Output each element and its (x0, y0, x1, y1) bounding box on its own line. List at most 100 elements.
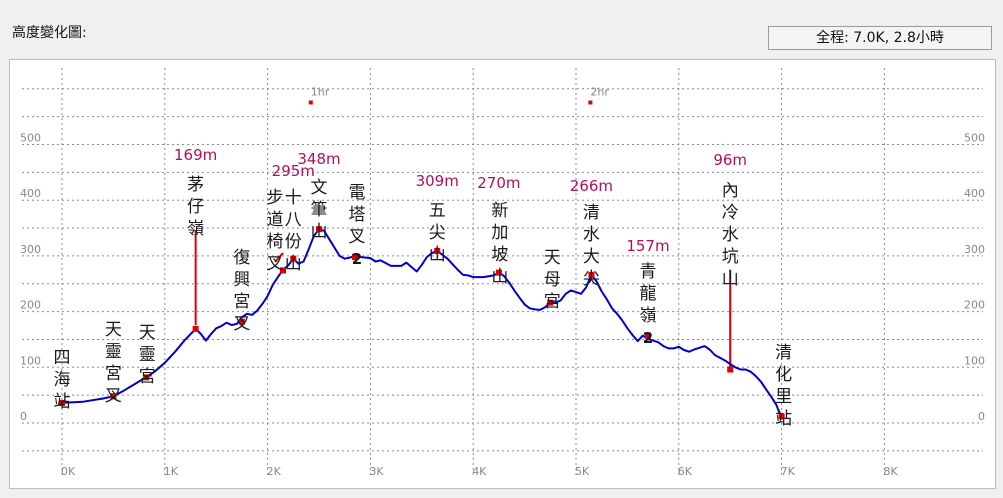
waypoint-name-char: 靈 (139, 345, 156, 365)
waypoint-marker[interactable] (351, 254, 358, 261)
waypoint-name-char: 復 (233, 248, 250, 268)
waypoint-elevation-label: 266m (570, 177, 613, 195)
y-tick-label-left: 400 (20, 187, 41, 200)
waypoint-marker[interactable] (192, 325, 199, 332)
waypoint-name-char: 嶺 (187, 219, 204, 239)
waypoint-elevation-label: 157m (626, 237, 669, 255)
waypoint-name-char: 山 (285, 254, 302, 274)
waypoint-name-char: 水 (722, 225, 739, 245)
waypoint-name-char: 十 (285, 188, 302, 208)
waypoint-marker[interactable] (644, 332, 651, 339)
x-tick-label: 1K (164, 465, 179, 478)
waypoint-name-char: 龍 (639, 284, 656, 304)
time-marker (308, 100, 313, 105)
waypoint-name-char: 電 (348, 183, 365, 203)
waypoint-name-char: 塔 (348, 205, 365, 225)
y-tick-label-left: 100 (20, 354, 41, 367)
chart-title: 高度變化圖: (12, 25, 87, 41)
waypoint-name-char: 叉 (267, 254, 284, 274)
waypoint-name-char: 新 (491, 201, 508, 221)
waypoint-name-char: 靈 (105, 342, 122, 362)
y-tick-label-right: 500 (964, 132, 985, 145)
waypoint-marker[interactable] (547, 299, 554, 306)
waypoint-marker[interactable] (238, 318, 245, 325)
waypoint-marker[interactable] (59, 399, 65, 406)
waypoint-name-char: 站 (775, 409, 792, 429)
waypoint-name-char: 叉 (233, 314, 250, 334)
waypoint-name-char: 嶺 (639, 306, 656, 326)
waypoint-name-char: 2 (352, 250, 362, 268)
waypoint-name-char: 步 (267, 188, 284, 208)
y-tick-label-left: 300 (20, 243, 41, 256)
waypoint-name-char: 海 (54, 370, 71, 390)
y-tick-label-right: 100 (964, 354, 985, 367)
waypoint-name-char: 文 (311, 178, 328, 198)
waypoint-name-char: 椅 (267, 232, 284, 252)
waypoint-name-char: 站 (54, 392, 71, 412)
waypoint-name-char: 筆 (311, 200, 328, 220)
waypoint-name-char: 天 (105, 320, 122, 340)
waypoint-elevation-label: 295m (272, 162, 315, 180)
waypoint-marker[interactable] (588, 271, 595, 278)
elevation-chart-panel: 0 0 100 100 200 200 300 300 400 400 500 500 0K 1K 2K 3K… (9, 59, 996, 489)
waypoint-name-char: 山 (491, 267, 508, 287)
x-tick-label: 5K (575, 465, 590, 478)
waypoint-name-char: 尖 (429, 223, 446, 243)
waypoint-name-char: 清 (583, 203, 600, 223)
waypoint-elevation-label: 96m (713, 151, 747, 169)
x-tick-label: 3K (369, 465, 384, 478)
waypoint-marker[interactable] (434, 247, 441, 254)
waypoint-name-char: 叉 (105, 386, 122, 406)
waypoint-name-char: 母 (544, 270, 561, 290)
waypoint-name-char: 天 (139, 323, 156, 343)
waypoint-name-char: 2 (643, 329, 653, 347)
waypoint-elevation-label: 348m (297, 150, 340, 168)
waypoint-marker[interactable] (316, 226, 322, 233)
waypoint-name-char: 加 (491, 223, 508, 243)
waypoint-name-char: 份 (285, 232, 302, 252)
waypoint-name-char: 內 (722, 181, 739, 201)
waypoint-marker[interactable] (110, 393, 117, 400)
waypoint-name-char: 清 (775, 343, 792, 363)
waypoint-name-char: 青 (639, 262, 656, 282)
waypoint-name-char: 山 (311, 222, 328, 242)
route-summary-box: 全程: 7.0K, 2.8小時 (768, 26, 992, 50)
waypoint-name-char: 宮 (544, 292, 561, 312)
waypoint-marker[interactable] (778, 413, 785, 420)
waypoint-name-char: 坡 (491, 245, 508, 265)
waypoint-name-char: 冷 (722, 203, 739, 223)
elevation-chart: 0 0 100 100 200 200 300 300 400 400 500 500 0K 1K 2K 3K… (20, 68, 985, 478)
y-tick-label-left: 200 (20, 299, 41, 312)
waypoint-elevation-label: 309m (416, 172, 459, 190)
y-tick-label-right: 300 (964, 243, 985, 256)
elevation-line (61, 228, 783, 417)
waypoint-name-char: 坑 (722, 247, 739, 267)
waypoint-name-char: 四 (54, 348, 71, 368)
waypoint-marker[interactable] (495, 269, 502, 276)
waypoint-marker[interactable] (280, 267, 287, 274)
waypoint-marker[interactable] (290, 255, 297, 262)
waypoint-marker[interactable] (143, 374, 150, 381)
waypoint-elevation-label: 169m (174, 146, 217, 164)
y-tick-label-right: 400 (964, 187, 985, 200)
time-marker-label: 2hr (590, 86, 609, 99)
waypoint-name-char: 宮 (139, 367, 156, 387)
x-tick-label: 6K (678, 465, 693, 478)
waypoint-name-char: 仔 (187, 197, 204, 217)
time-marker (588, 100, 593, 105)
waypoint-name-char: 山 (722, 269, 739, 289)
waypoint-name-char: 叉 (348, 227, 365, 247)
waypoint-name-char: 八 (285, 210, 302, 230)
waypoint-leader-line (274, 252, 284, 263)
waypoint-marker[interactable] (727, 366, 734, 373)
y-tick-label-right: 0 (978, 410, 985, 423)
waypoint-name-char: 化 (775, 365, 792, 385)
waypoint-name-char: 宮 (233, 292, 250, 312)
waypoint-name-char: 宮 (105, 364, 122, 384)
x-tick-label: 0K (61, 465, 76, 478)
time-marker-label: 1hr (311, 86, 330, 99)
y-tick-label-right: 200 (964, 299, 985, 312)
waypoint-name-char: 道 (267, 210, 284, 230)
y-tick-label-left: 0 (20, 410, 27, 423)
x-tick-label: 4K (472, 465, 487, 478)
